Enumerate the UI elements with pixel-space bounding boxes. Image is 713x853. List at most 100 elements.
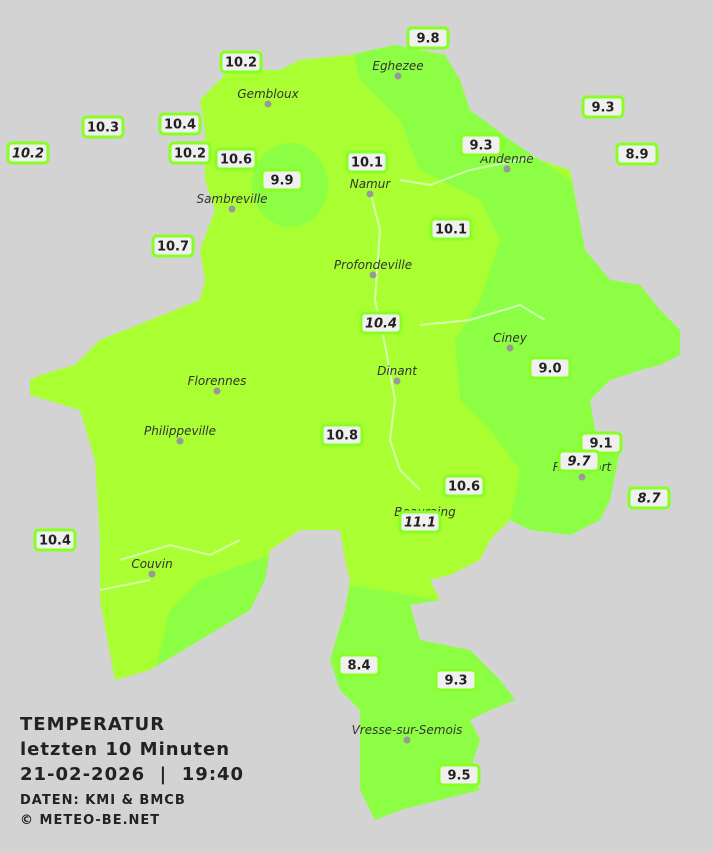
station-box	[615, 142, 659, 166]
source: DATEN: KMI & BMCB	[20, 793, 186, 808]
station: 9.1	[579, 431, 623, 455]
station-value: 10.1	[351, 156, 383, 171]
town-dot	[393, 377, 401, 385]
station-box	[219, 50, 263, 74]
town-label: Dinant	[377, 364, 418, 378]
station-box	[6, 141, 50, 165]
station-value: 10.7	[157, 240, 189, 255]
town-label: Gembloux	[237, 87, 299, 101]
station: 8.4	[337, 653, 381, 677]
station-box	[260, 168, 304, 192]
station: 8.9	[615, 142, 659, 166]
station-box	[429, 217, 473, 241]
station: 10.1	[429, 217, 473, 241]
station: 10.4	[33, 528, 77, 552]
town-label: Vresse-sur-Semois	[352, 723, 463, 737]
station: 11.1	[398, 510, 442, 534]
station-value: 10.4	[164, 118, 196, 133]
town-label: Namur	[350, 177, 392, 191]
copyright: © METEO-BE.NET	[20, 813, 160, 828]
station: 10.6	[214, 147, 258, 171]
town-label: Philippeville	[144, 424, 216, 438]
station-box	[528, 356, 572, 380]
station-value: 9.3	[469, 139, 492, 154]
station-value: 8.7	[637, 492, 661, 507]
subtitle: letzten 10 Minuten	[20, 739, 230, 760]
station-value: 10.6	[220, 153, 252, 168]
station-value: 9.3	[444, 674, 467, 689]
station: 10.4	[359, 311, 403, 335]
station-box	[158, 112, 202, 136]
station-value: 10.2	[174, 147, 206, 162]
station-box	[337, 653, 381, 677]
station: 10.7	[151, 234, 195, 258]
legend-text: TEMPERATUR letzten 10 Minuten 21-02-2026…	[20, 714, 244, 828]
town-dot	[264, 100, 272, 108]
town-label: Ciney	[493, 331, 528, 345]
station: 10.2	[219, 50, 263, 74]
station-box	[579, 431, 623, 455]
datetime: 21-02-2026 | 19:40	[20, 764, 244, 785]
town-dot	[213, 387, 221, 395]
station-box	[437, 763, 481, 787]
station: 9.5	[437, 763, 481, 787]
station: 9.8	[406, 26, 450, 50]
station-value: 10.8	[326, 429, 358, 444]
station-box	[359, 311, 403, 335]
station-box	[320, 423, 364, 447]
station: 9.3	[581, 95, 625, 119]
town-dot	[369, 271, 377, 279]
station-value: 10.1	[435, 223, 467, 238]
town-dot	[578, 473, 586, 481]
station-box	[345, 150, 389, 174]
station-box	[168, 141, 212, 165]
station: 10.2	[168, 141, 212, 165]
station-value: 10.2	[12, 147, 44, 162]
town-label: Florennes	[188, 374, 247, 388]
town-label: Eghezee	[372, 59, 423, 73]
station: 9.3	[434, 668, 478, 692]
town-label: Profondeville	[334, 258, 412, 272]
station: 9.9	[260, 168, 304, 192]
heading: TEMPERATUR	[20, 714, 165, 735]
station-value: 10.2	[225, 56, 257, 71]
station: 10.4	[158, 112, 202, 136]
town-dot	[394, 72, 402, 80]
station: 9.0	[528, 356, 572, 380]
station-box	[557, 449, 601, 473]
town-label: Sambreville	[196, 192, 267, 206]
station-value: 9.0	[538, 362, 561, 377]
town-dot	[403, 736, 411, 744]
station-value: 9.7	[567, 455, 591, 470]
station: 10.6	[442, 474, 486, 498]
station: 10.8	[320, 423, 364, 447]
station: 10.1	[345, 150, 389, 174]
station-box	[214, 147, 258, 171]
station: 10.2	[6, 141, 50, 165]
station-box	[151, 234, 195, 258]
station: 10.3	[81, 115, 125, 139]
station-box	[442, 474, 486, 498]
station-value: 8.4	[347, 659, 370, 674]
station-value: 10.3	[87, 121, 119, 136]
station: 9.3	[459, 133, 503, 157]
station-value: 8.9	[625, 148, 648, 163]
town-dot	[176, 437, 184, 445]
station-value: 9.5	[447, 769, 470, 784]
station-box	[459, 133, 503, 157]
station-value: 9.3	[591, 101, 614, 116]
station-value: 10.6	[448, 480, 480, 495]
town-dot	[506, 344, 514, 352]
station-value: 9.9	[270, 174, 293, 189]
station-value: 10.4	[39, 534, 71, 549]
station-value: 9.8	[416, 32, 439, 47]
station-value: 11.1	[404, 516, 436, 531]
town-dot	[503, 165, 511, 173]
station-value: 10.4	[365, 317, 397, 332]
station-box	[581, 95, 625, 119]
town-dot	[148, 570, 156, 578]
town-dot	[366, 190, 374, 198]
town-dot	[228, 205, 236, 213]
station-box	[81, 115, 125, 139]
